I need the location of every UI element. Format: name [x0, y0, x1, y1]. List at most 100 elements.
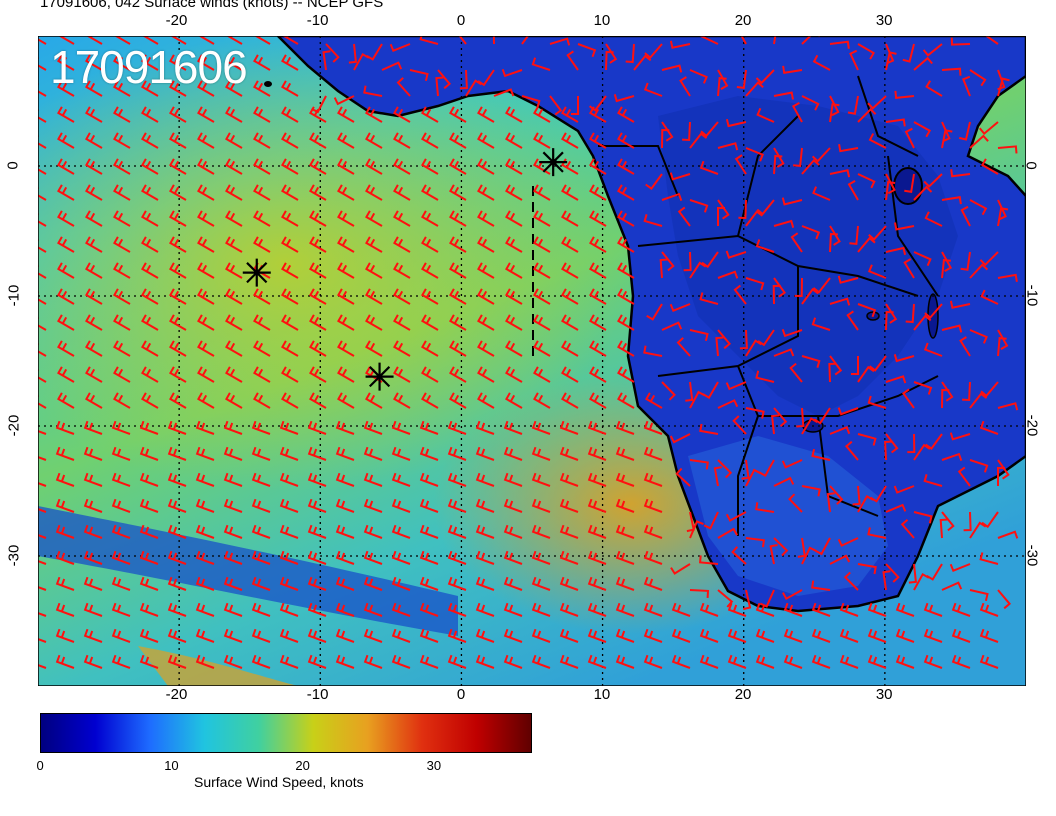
wind-barb: [38, 187, 47, 201]
wind-barb: [38, 83, 47, 97]
wind-barb: [251, 602, 271, 617]
wind-barb: [683, 251, 692, 272]
wind-barb: [141, 314, 159, 331]
wind-barb: [167, 472, 187, 487]
wind-barb: [57, 288, 75, 305]
wind-barb: [365, 392, 383, 409]
wind-barb: [195, 498, 215, 513]
low-wind-band: [38, 506, 458, 636]
wind-barb: [531, 602, 551, 617]
wind-barb: [941, 511, 955, 532]
wind-barb: [857, 107, 877, 123]
wind-barb: [55, 550, 75, 565]
wind-barb: [141, 106, 159, 123]
wind-barb: [83, 576, 103, 591]
lat-tick-right: 0: [1022, 161, 1040, 170]
wind-barb: [699, 654, 719, 669]
wind-barb: [969, 263, 989, 279]
wind-barb: [559, 498, 579, 513]
wind-barb: [782, 65, 803, 74]
wind-barb: [55, 472, 75, 487]
lon-tick-top: 10: [593, 12, 611, 29]
wind-barb: [251, 576, 271, 591]
wind-barb: [83, 628, 103, 643]
wind-barb: [884, 440, 893, 461]
wind-barb: [923, 173, 943, 188]
wind-barb: [419, 576, 439, 591]
wind-barb: [391, 550, 411, 565]
wind-barb: [561, 340, 579, 357]
wind-barb: [717, 589, 734, 608]
map-title: 17091606, 042 Surface winds (knots) -- N…: [40, 0, 384, 11]
wind-barb: [644, 43, 663, 60]
wind-barb: [396, 77, 411, 97]
wind-barb: [167, 420, 187, 435]
wind-barb: [393, 262, 411, 279]
wind-barb: [505, 288, 523, 305]
wind-barb: [505, 392, 523, 409]
wind-barb: [365, 210, 383, 227]
wind-barb: [421, 132, 439, 149]
wind-barb: [589, 184, 607, 201]
wind-barb: [715, 336, 724, 357]
wind-barb: [617, 236, 635, 253]
wind-barb: [908, 563, 918, 584]
wind-barb: [421, 210, 439, 227]
wind-barb: [141, 340, 159, 357]
wind-barb: [923, 602, 943, 617]
wind-barb: [849, 225, 859, 245]
wind-barb: [475, 420, 495, 435]
wind-barb: [195, 576, 215, 591]
wind-barb: [477, 262, 495, 279]
wind-barb: [531, 472, 551, 487]
wind-barb: [745, 537, 766, 548]
wind-barb: [309, 314, 327, 331]
wind-barb: [475, 654, 495, 669]
wind-barb: [365, 158, 383, 175]
wind-barb: [893, 354, 915, 363]
wind-barb: [643, 498, 663, 513]
wind-barb: [57, 132, 75, 149]
wind-barb: [477, 366, 495, 383]
wind-barb: [421, 106, 439, 123]
wind-barb: [281, 210, 299, 227]
wind-barb: [759, 589, 775, 608]
wind-barb: [38, 637, 47, 643]
wind-barb: [38, 611, 47, 617]
wind-barb: [113, 132, 131, 149]
wind-barb: [111, 420, 131, 435]
wind-barb: [951, 602, 971, 617]
wind-barb: [113, 314, 131, 331]
wind-barb: [941, 251, 953, 272]
wind-barb: [363, 550, 383, 565]
wind-barb: [223, 420, 243, 435]
wind-barb: [913, 314, 932, 331]
wind-barb: [195, 602, 215, 617]
wind-barb: [689, 132, 708, 149]
wind-barb: [904, 173, 915, 193]
wind-barb: [477, 184, 495, 201]
wind-barb: [959, 336, 971, 357]
wind-barb: [111, 524, 131, 539]
wind-barb: [251, 550, 271, 565]
wind-barb: [615, 446, 635, 461]
wind-barb: [365, 236, 383, 253]
wind-barb: [531, 498, 551, 513]
wind-barb: [83, 602, 103, 617]
wind-barb: [794, 277, 803, 298]
wind-barb: [913, 251, 932, 267]
wind-barb: [801, 158, 820, 175]
wind-barb: [335, 446, 355, 461]
wind-barb: [85, 340, 103, 357]
wind-barb: [745, 339, 762, 357]
wind-barb: [727, 654, 747, 669]
wind-barb: [393, 184, 411, 201]
wind-barb: [699, 160, 719, 175]
wind-barb: [111, 446, 131, 461]
wind-barb: [223, 498, 243, 513]
wind-barb: [868, 225, 887, 241]
wind-barb: [167, 628, 187, 643]
wind-barb: [699, 292, 719, 305]
wind-barb: [699, 423, 719, 435]
wind-barb: [225, 392, 243, 409]
